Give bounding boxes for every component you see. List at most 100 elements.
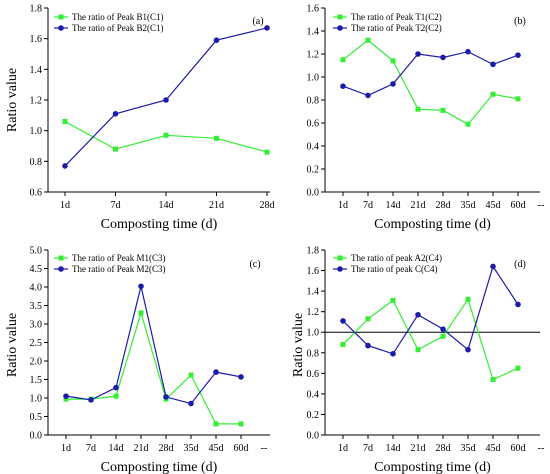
- x-tick-label: 14d: [109, 443, 124, 454]
- x-tick-label: 14d: [386, 443, 401, 454]
- data-point: [440, 107, 446, 113]
- data-point: [138, 310, 144, 316]
- data-point: [62, 163, 68, 169]
- data-point: [415, 106, 421, 112]
- data-point: [88, 397, 94, 403]
- data-point: [238, 374, 244, 380]
- y-tick-label: 0.0: [307, 431, 320, 442]
- y-tick-label: 1.4: [30, 65, 43, 76]
- y-tick-label: 3.5: [30, 301, 43, 312]
- x-tick-label: 7d: [111, 200, 121, 211]
- legend-marker: [58, 266, 64, 272]
- y-axis-title: Ratio value: [5, 68, 20, 132]
- y-tick-label: 1.2: [307, 50, 320, 61]
- x-tick-label: 1d: [338, 443, 348, 454]
- x-axis-title: Composting time (d): [374, 460, 491, 474]
- data-point: [214, 135, 219, 141]
- chart-panel: 0.0 0.5 1.0 1.5 2.0 2.5 3.0 3.5 4.0 4.5 5.0 1d 7d 14d…: [5, 246, 270, 474]
- data-point: [113, 393, 119, 399]
- x-tick-label: 1d: [61, 443, 71, 454]
- y-tick-label: 3.0: [30, 320, 43, 331]
- x-tick-label: 35d: [184, 443, 199, 454]
- data-point: [188, 400, 194, 407]
- y-tick-label: 0.8: [30, 157, 43, 168]
- data-point: [440, 54, 446, 61]
- data-point: [515, 365, 521, 371]
- x-tick-label: 7d: [363, 443, 373, 454]
- x-tick-label: 45d: [486, 443, 501, 454]
- x-tick-label-trailing: --: [261, 443, 268, 454]
- data-point: [365, 342, 371, 349]
- y-tick-label: 4.5: [30, 264, 43, 275]
- series-line: [65, 286, 242, 405]
- panel-label: (d): [514, 259, 526, 270]
- legend-marker: [58, 25, 64, 31]
- data-point: [390, 351, 396, 357]
- data-point: [390, 58, 396, 64]
- x-tick-label: 28d: [159, 443, 174, 454]
- data-point: [264, 25, 270, 31]
- y-tick-label: 1.0: [307, 328, 320, 339]
- data-point: [213, 369, 219, 375]
- y-axis-title: Ratio value: [291, 313, 306, 377]
- x-axis-title: Composting time (d): [374, 217, 491, 232]
- y-tick-label: 1.6: [30, 34, 43, 45]
- y-tick-label: 0.8: [307, 348, 320, 359]
- series-line: [342, 51, 519, 97]
- y-tick-label: 0.6: [307, 369, 320, 380]
- data-point: [390, 81, 396, 87]
- data-point: [340, 83, 346, 89]
- data-point: [163, 132, 169, 138]
- x-tick-label: 60d: [511, 443, 526, 454]
- x-tick-label: 60d: [511, 200, 526, 211]
- series-line: [342, 297, 519, 381]
- panel-label: (a): [252, 16, 263, 27]
- data-point: [213, 421, 219, 427]
- data-point: [365, 316, 371, 322]
- x-tick-label: 14d: [159, 200, 174, 211]
- data-point: [63, 396, 69, 402]
- legend-marker: [337, 14, 343, 20]
- y-tick-label: 1.6: [307, 266, 320, 277]
- data-point: [490, 61, 496, 68]
- legend-label: The ratio of Peak T1(C2): [351, 12, 442, 22]
- data-point: [390, 297, 396, 303]
- data-point: [515, 301, 521, 308]
- x-tick-label: 1d: [338, 200, 348, 211]
- y-tick-label: 0.8: [307, 96, 320, 107]
- y-tick-label: 0.6: [307, 119, 320, 130]
- data-point: [138, 283, 144, 290]
- data-point: [63, 393, 69, 399]
- x-axis-title: Composting time (d): [101, 460, 218, 474]
- x-tick-label: 45d: [209, 443, 224, 454]
- legend-marker: [337, 25, 343, 31]
- y-tick-label: 1.0: [307, 73, 320, 84]
- chart-panel: 0.6 0.8 1.0 1.2 1.4 1.6 1.8 1d 7d 14d 21d 28d The ra…: [5, 4, 275, 233]
- y-tick-label: 0.0: [30, 431, 43, 442]
- series-line: [64, 27, 268, 167]
- y-tick-label: 1.6: [307, 4, 320, 15]
- x-tick-label: 14d: [386, 200, 401, 211]
- data-point: [465, 121, 471, 127]
- legend-marker: [58, 14, 64, 20]
- y-tick-label: 2.5: [30, 338, 43, 349]
- y-tick-label: 5.0: [30, 246, 43, 257]
- x-tick-label: 21d: [411, 200, 426, 211]
- legend-label: The ratio of Peak M1(C3): [72, 253, 165, 263]
- data-point: [340, 318, 346, 324]
- data-point: [163, 394, 169, 400]
- y-tick-label: 0.5: [30, 412, 43, 423]
- data-point: [490, 91, 496, 97]
- data-point: [365, 37, 371, 43]
- series-line: [342, 39, 519, 125]
- panel-label: (b): [514, 16, 526, 27]
- x-tick-label: 21d: [134, 443, 149, 454]
- data-point: [415, 347, 421, 353]
- data-point: [515, 52, 521, 58]
- y-tick-label: 1.0: [30, 394, 43, 405]
- data-point: [238, 421, 244, 427]
- data-point: [113, 384, 119, 391]
- x-tick-label: 45d: [486, 200, 501, 211]
- y-tick-label: 0.2: [307, 410, 320, 421]
